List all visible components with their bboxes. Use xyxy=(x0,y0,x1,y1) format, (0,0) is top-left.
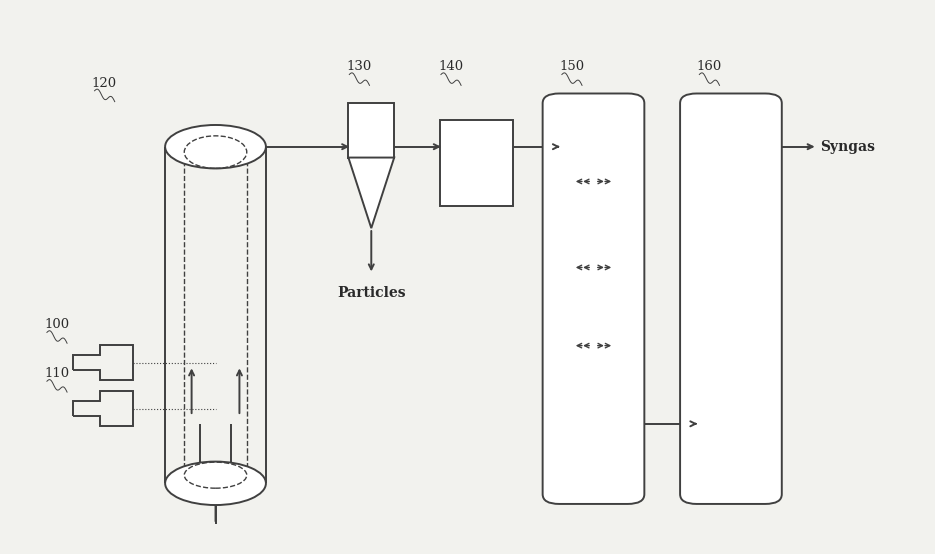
Text: 160: 160 xyxy=(697,60,722,73)
Text: 110: 110 xyxy=(44,367,69,380)
Ellipse shape xyxy=(165,125,266,168)
Text: Syngas: Syngas xyxy=(820,140,875,153)
FancyBboxPatch shape xyxy=(680,94,782,504)
Polygon shape xyxy=(349,157,395,228)
Text: 130: 130 xyxy=(347,60,372,73)
Text: 150: 150 xyxy=(559,60,584,73)
Text: 120: 120 xyxy=(92,76,117,90)
Text: 100: 100 xyxy=(44,319,69,331)
Text: Particles: Particles xyxy=(337,286,406,300)
Bar xyxy=(349,103,395,157)
Text: 140: 140 xyxy=(439,60,464,73)
Bar xyxy=(440,120,513,207)
FancyBboxPatch shape xyxy=(542,94,644,504)
Ellipse shape xyxy=(165,461,266,505)
